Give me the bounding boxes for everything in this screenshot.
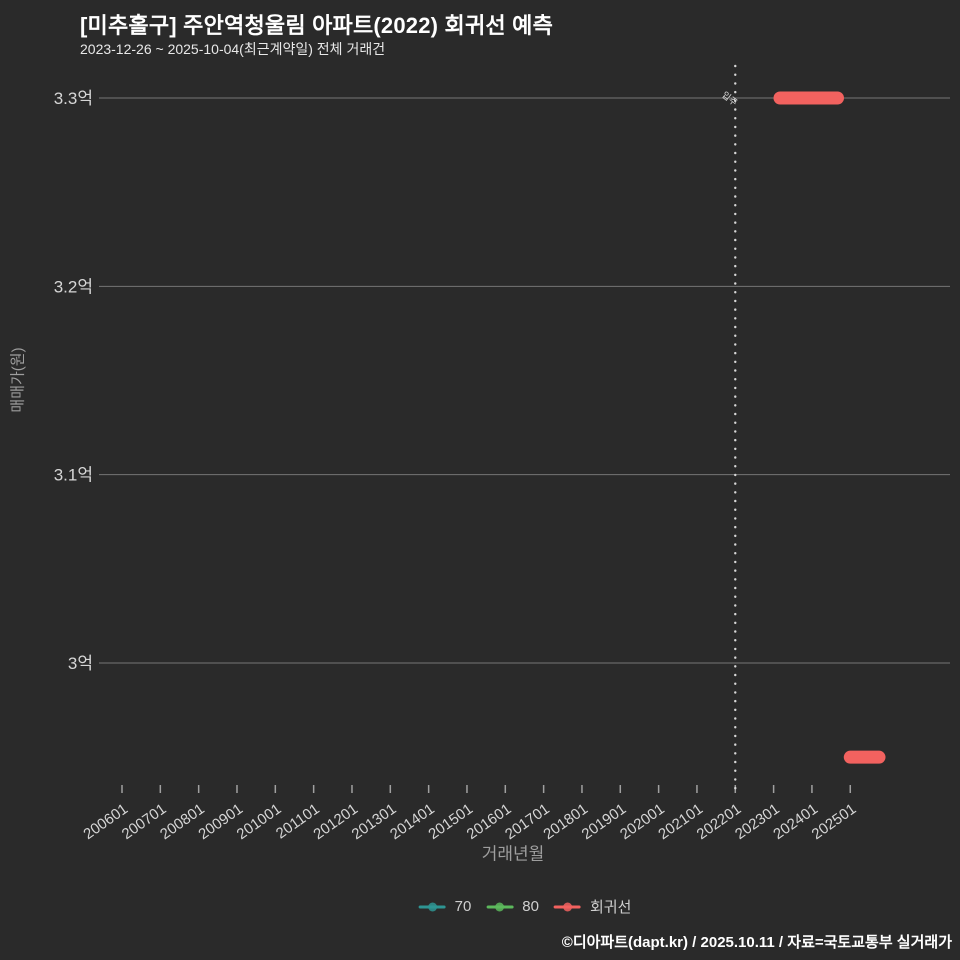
x-axis-title: 거래년월 <box>481 844 545 864</box>
legend-label-70: 70 <box>454 898 472 915</box>
legend-item-regression: 회귀선 <box>553 896 632 917</box>
x-tick-label: 201001 <box>234 800 285 843</box>
page-title: [미추홀구] 주안역청울림 아파트(2022) 회귀선 예측 <box>80 13 554 38</box>
legend-dot-70 <box>427 902 437 911</box>
x-tick-label: 202501 <box>809 800 860 843</box>
y-axis-title: 매매가(원) <box>9 347 27 413</box>
legend-item-80: 80 <box>486 898 539 915</box>
y-tick-label: 3.3억 <box>54 89 93 108</box>
page-subtitle: 2023-12-26 ~ 2025-10-04(최근계약일) 전체 거래건 <box>80 41 386 57</box>
y-tick-label: 3억 <box>68 654 93 673</box>
copyright-footer: ©디아파트(dapt.kr) / 2025.10.11 / 자료=국토교통부 실… <box>561 934 952 951</box>
legend-dot-80 <box>495 902 505 911</box>
y-tick-label: 3.2억 <box>54 277 93 296</box>
move-in-label: 입주 <box>720 89 740 108</box>
legend-marker-regression-icon <box>553 902 581 912</box>
legend-label-regression: 회귀선 <box>589 899 632 916</box>
y-tick-label: 3.1억 <box>54 466 93 485</box>
legend: 70 80 회귀선 <box>418 896 632 917</box>
legend-dot-regression <box>562 902 572 911</box>
legend-marker-80-icon <box>486 902 514 912</box>
legend-item-70: 70 <box>418 898 472 915</box>
legend-label-80: 80 <box>522 898 539 915</box>
legend-marker-70-icon <box>418 902 446 912</box>
